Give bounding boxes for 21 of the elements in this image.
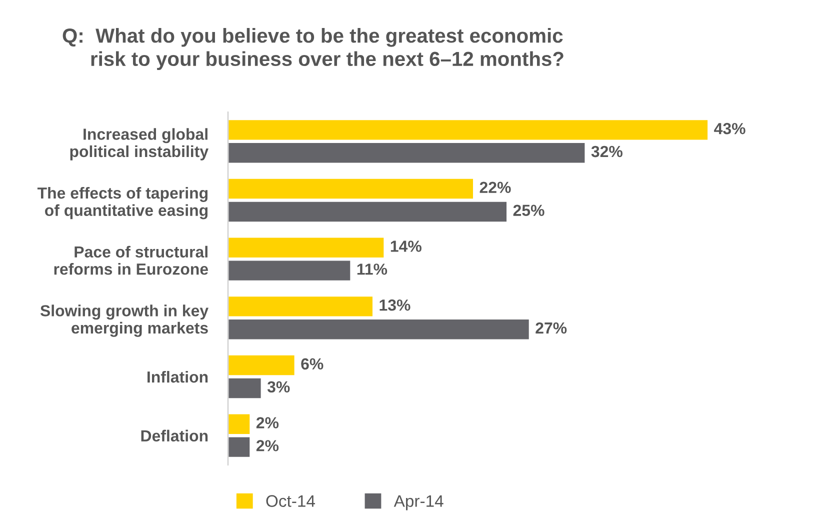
legend-label: Oct-14 — [266, 495, 316, 507]
data-label: 11% — [357, 264, 388, 275]
data-label: 32% — [591, 146, 622, 158]
y-tick-label: Inflation — [148, 370, 208, 383]
y-tick-label: The effects of tapering of quantitative easing — [37, 186, 208, 220]
data-label: 3% — [267, 381, 290, 393]
y-tick-label: Increased global political instability — [70, 128, 208, 160]
data-label: 2% — [256, 417, 279, 428]
data-label: 14% — [390, 240, 422, 252]
data-label: 25% — [513, 204, 544, 216]
legend-label: Apr-14 — [394, 495, 444, 510]
data-label: 6% — [301, 358, 324, 370]
y-tick-label: Pace of structural reforms in Eurozone — [54, 246, 208, 275]
data-label: 27% — [536, 322, 567, 334]
y-tick-label: Deflation — [141, 430, 208, 442]
data-label: 22% — [480, 182, 511, 194]
data-label: 13% — [380, 299, 410, 311]
data-label: 43% — [714, 122, 746, 134]
chart-title: Q: What do you believe to be the greatest economic risk to your business over the next 6–12 months? — [62, 28, 564, 70]
y-tick-label: Slowing growth in key emerging markets — [40, 304, 208, 337]
data-label: 2% — [256, 440, 279, 452]
